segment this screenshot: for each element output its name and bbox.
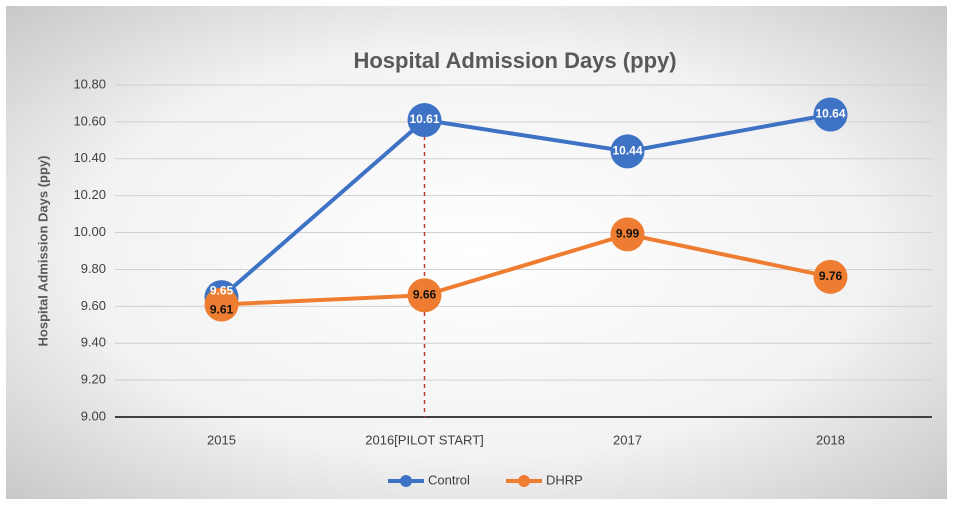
data-label: 9.65 <box>210 283 234 297</box>
series-line <box>220 112 831 299</box>
x-tick-label: 2017 <box>613 432 642 447</box>
data-label: 10.44 <box>612 144 642 158</box>
data-point <box>813 97 848 132</box>
y-tick-label: 10.00 <box>73 224 106 239</box>
y-tick-label: 10.40 <box>73 150 106 165</box>
x-tick-label: 2015 <box>207 432 236 447</box>
y-tick-label: 10.20 <box>73 187 106 202</box>
y-tick-label: 9.00 <box>81 408 106 423</box>
chart-bg <box>6 6 947 499</box>
legend-marker <box>518 475 530 487</box>
data-point <box>204 287 239 322</box>
x-tick-label: 2018 <box>816 432 845 447</box>
data-point <box>610 134 645 169</box>
legend-label: Control <box>428 472 470 487</box>
y-tick-label: 9.20 <box>81 372 106 387</box>
data-label: 10.64 <box>815 107 845 121</box>
y-axis-label: Hospital Admission Days (ppy) <box>35 156 50 347</box>
y-tick-label: 10.80 <box>73 76 106 91</box>
y-tick-label: 9.80 <box>81 261 106 276</box>
data-label: 9.99 <box>616 227 640 241</box>
y-tick-label: 10.60 <box>73 113 106 128</box>
data-label: 10.61 <box>409 112 439 126</box>
legend-marker <box>400 475 412 487</box>
y-tick-label: 9.40 <box>81 335 106 350</box>
data-point <box>610 217 645 252</box>
series-line <box>221 232 831 307</box>
data-point <box>813 259 848 294</box>
x-tick-label: 2016[PILOT START] <box>365 432 484 447</box>
data-point <box>407 278 442 313</box>
data-label: 9.76 <box>819 269 843 283</box>
data-label: 9.61 <box>210 303 234 317</box>
chart-title: Hospital Admission Days (ppy) <box>353 48 676 73</box>
y-tick-label: 9.60 <box>81 298 106 313</box>
legend-label: DHRP <box>546 472 583 487</box>
data-label: 9.66 <box>413 287 437 301</box>
data-point <box>407 103 442 138</box>
